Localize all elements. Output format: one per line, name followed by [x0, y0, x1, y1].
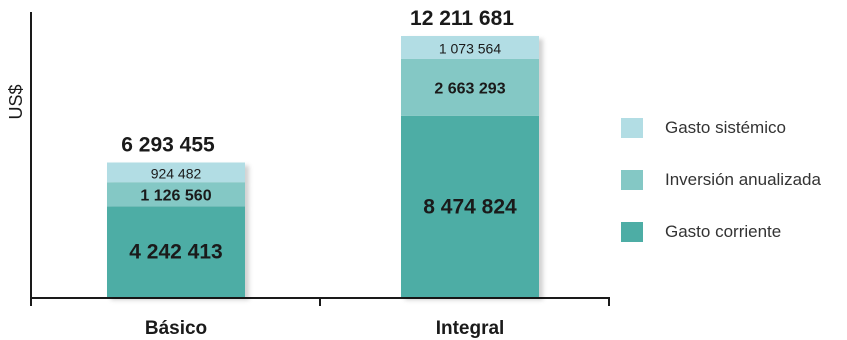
segment-value-label: 4 242 413: [129, 241, 222, 264]
bar-labels: 4 242 413 1 126 560 924 482: [129, 165, 222, 263]
bar-stack: [107, 162, 245, 297]
bars-group: 4 242 413 1 126 560 924 482 6 293 455 Básico…: [107, 7, 539, 339]
legend: Gasto sistémico Inversión anualizada Gasto…: [621, 118, 821, 242]
legend-swatch: [621, 170, 643, 190]
category-tick-label: Integral: [436, 318, 505, 339]
legend-swatch: [621, 222, 643, 242]
bar-stack: [401, 36, 539, 297]
bar-segment: [107, 162, 245, 183]
bar-segment: [401, 36, 539, 59]
bar-segment: [401, 115, 539, 297]
bar-labels: 8 474 824 2 663 293 1 073 564: [423, 40, 517, 218]
segment-value-label: 1 126 560: [140, 187, 211, 204]
legend-entry-label: Gasto sistémico: [665, 118, 786, 137]
bar-total-label: 12 211 681: [410, 7, 514, 30]
category-tick-label: Básico: [145, 318, 207, 339]
bar-segment: [107, 206, 245, 297]
segment-value-label: 2 663 293: [434, 80, 505, 97]
y-axis-label: US$: [6, 84, 26, 119]
segment-value-label: 1 073 564: [439, 40, 501, 56]
bar-total-label: 6 293 455: [121, 133, 215, 156]
legend-entry-label: Inversión anualizada: [665, 170, 821, 189]
bar-segment: [107, 182, 245, 207]
legend-entry-label: Gasto corriente: [665, 222, 781, 241]
legend-swatch: [621, 118, 643, 138]
segment-value-label: 924 482: [151, 165, 202, 181]
bar-segment: [401, 58, 539, 116]
segment-value-label: 8 474 824: [423, 195, 517, 218]
